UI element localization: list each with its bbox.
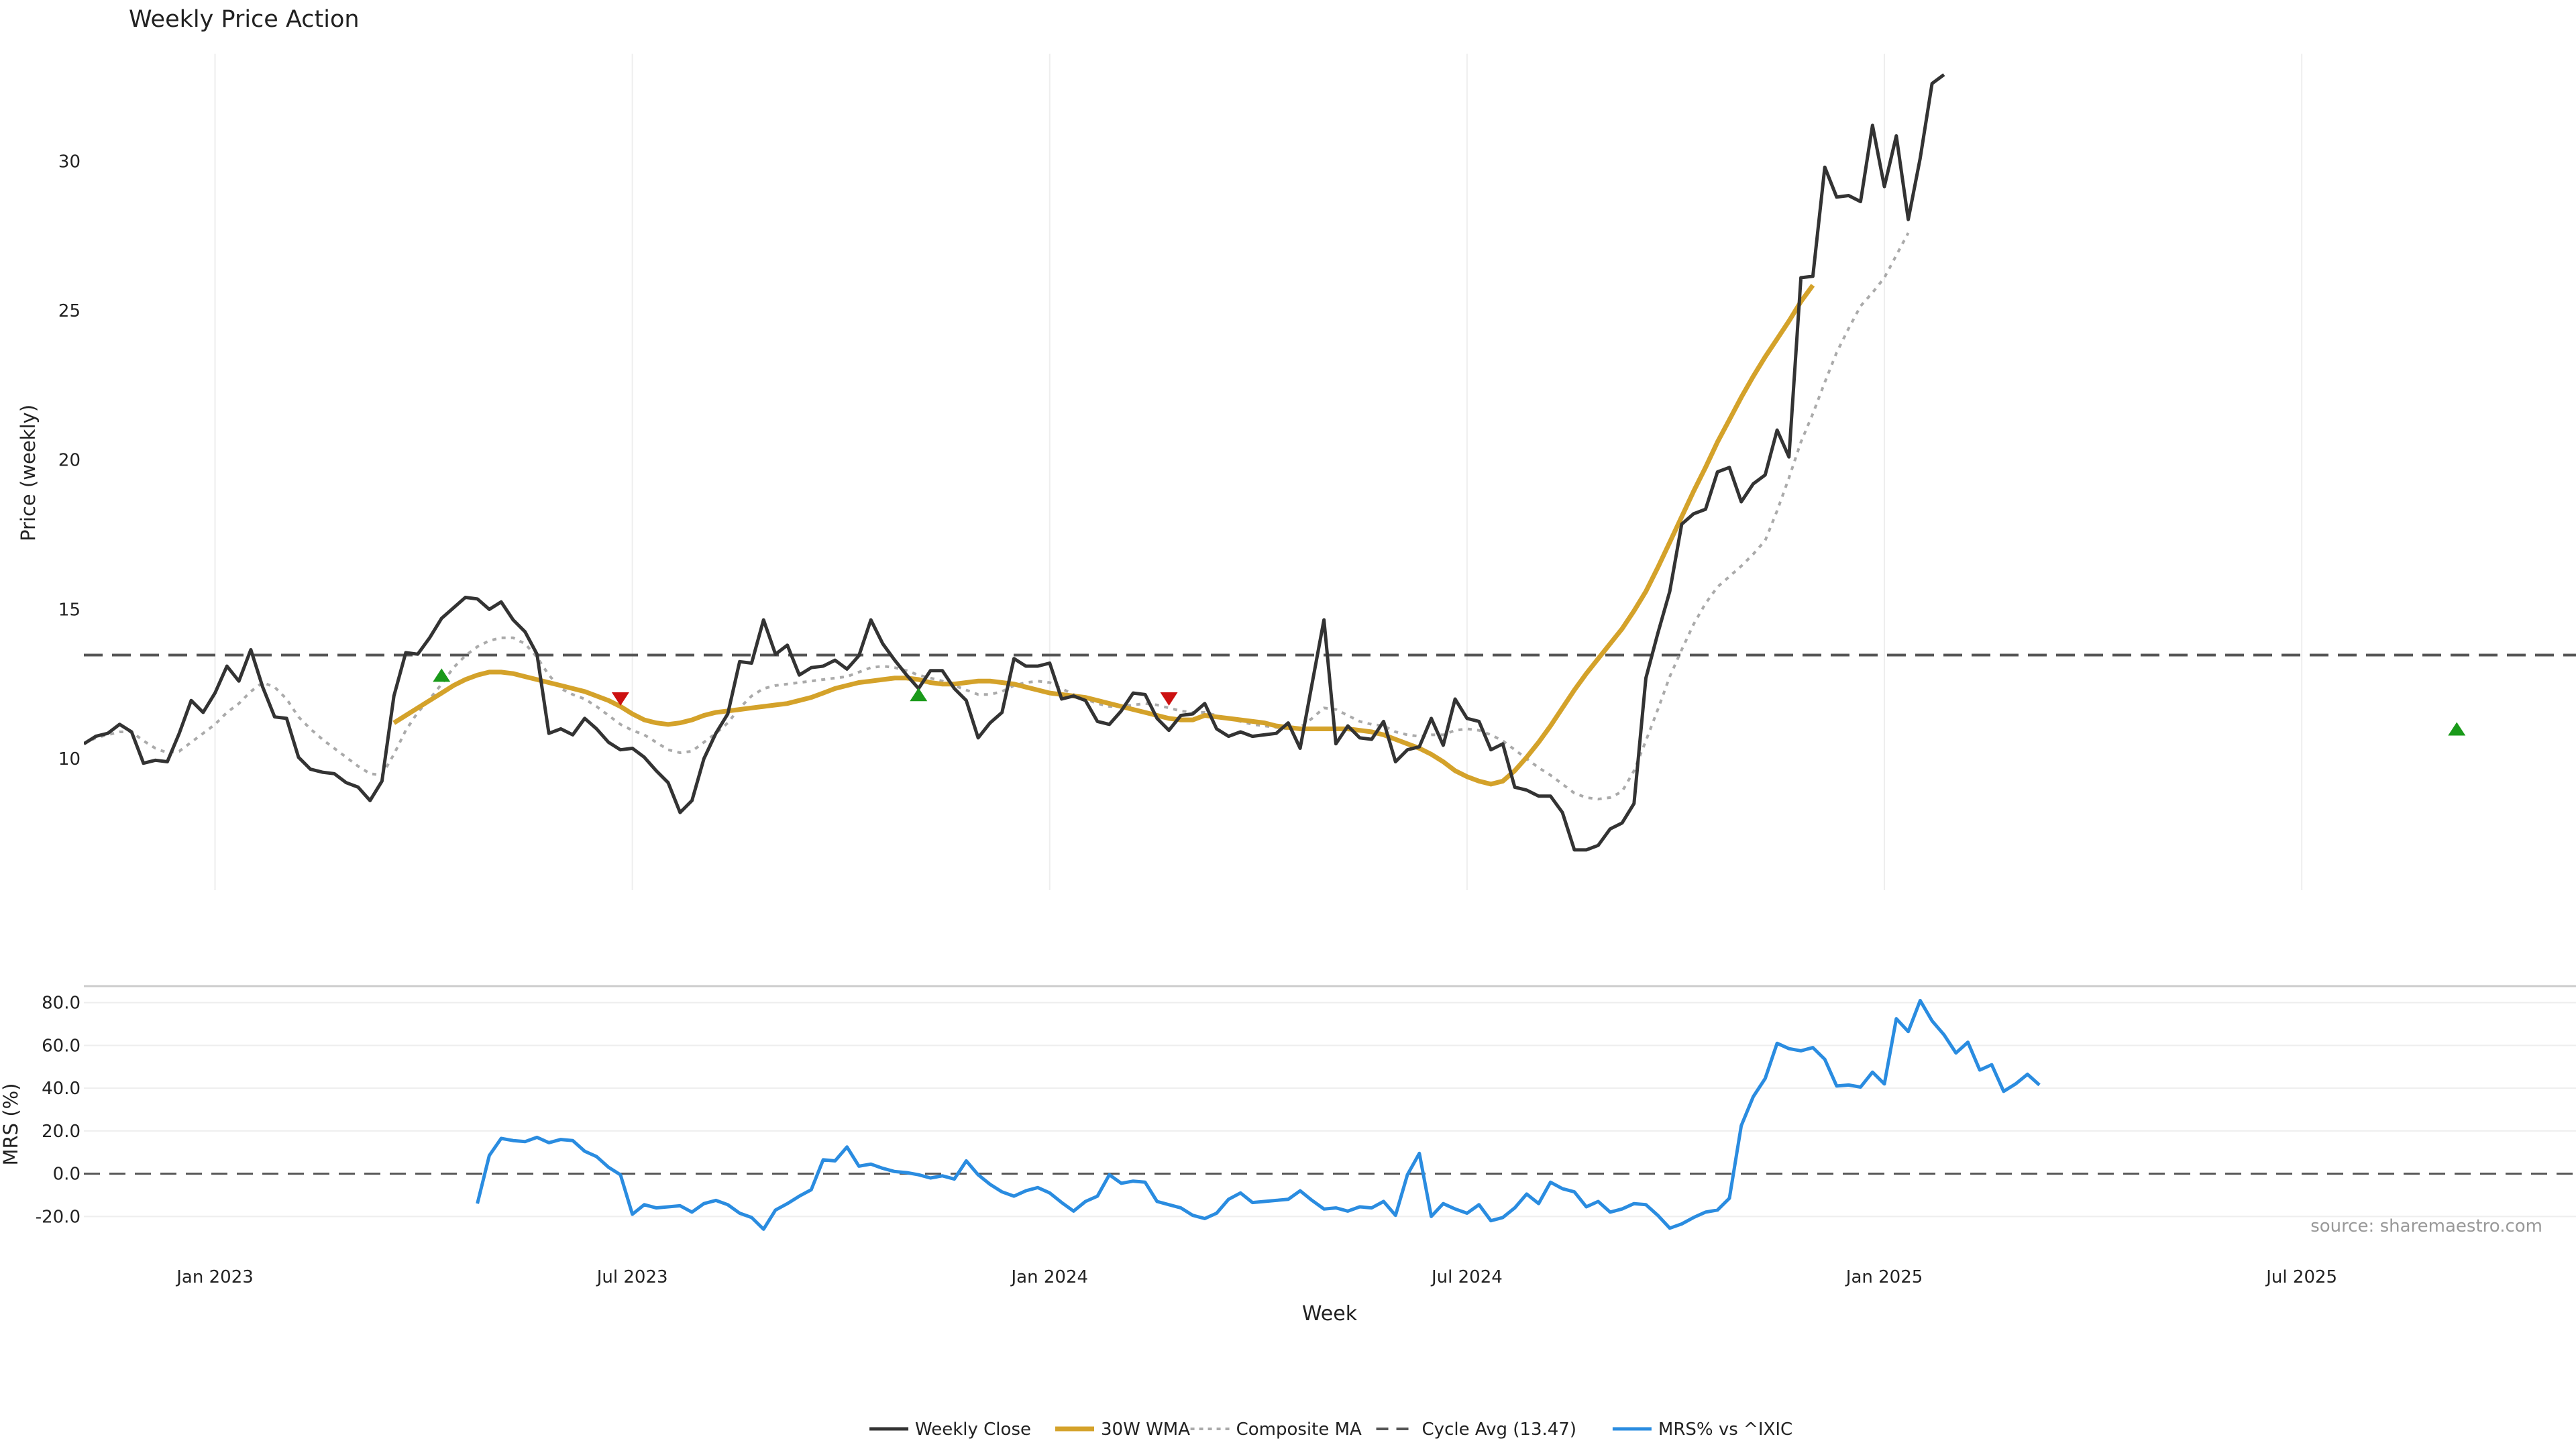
mrs-panel: 80.0 60.0 40.0 20.0 0.0 -20.0 MRS (%) source:… [0, 985, 2576, 1236]
mrs-y-tick-label: 60.0 [42, 1036, 80, 1056]
price-y-tick-label: 30 [58, 152, 80, 172]
buy-signal-marker [2448, 722, 2466, 736]
price-y-axis-label: Price (weekly) [17, 405, 40, 541]
price-panel: 10 15 20 25 30 Price (weekly) [17, 54, 2576, 890]
wma-30w-line [392, 284, 1815, 787]
legend-label: Weekly Close [915, 1419, 1031, 1440]
x-axis-label: Week [1302, 1302, 1358, 1326]
x-tick-label: Jan 2023 [175, 1267, 254, 1287]
mrs-y-tick-label: 0.0 [53, 1165, 80, 1185]
legend-label: MRS% vs ^IXIC [1658, 1419, 1792, 1440]
price-y-tick-label: 20 [58, 451, 80, 471]
x-tick-label: Jul 2024 [1430, 1267, 1503, 1287]
price-y-tick-label: 10 [58, 749, 80, 769]
mrs-y-tick-label: -20.0 [36, 1207, 80, 1227]
sell-signal-marker [611, 692, 629, 706]
x-tick-label: Jul 2023 [596, 1267, 668, 1287]
mrs-y-tick-label: 40.0 [42, 1079, 80, 1099]
composite-ma-line [84, 232, 1910, 801]
mrs-gridlines [84, 1002, 2576, 1218]
mrs-y-tick-label: 20.0 [42, 1122, 80, 1142]
sell-signal-marker [1160, 692, 1178, 706]
price-gridlines [214, 54, 2303, 890]
x-tick-label: Jan 2025 [1845, 1267, 1923, 1287]
mrs-y-axis-label: MRS (%) [0, 1083, 22, 1166]
buy-signal-marker [433, 668, 451, 682]
x-tick-label: Jan 2024 [1010, 1267, 1089, 1287]
mrs-y-ticks: 80.0 60.0 40.0 20.0 0.0 -20.0 [36, 994, 80, 1228]
price-y-ticks: 10 15 20 25 30 [58, 152, 80, 769]
legend-label: Composite MA [1236, 1419, 1362, 1440]
legend-label: 30W WMA [1101, 1419, 1190, 1440]
x-tick-label: Jul 2025 [2265, 1267, 2337, 1287]
mrs-line [476, 999, 2041, 1231]
weekly-close-line [84, 73, 1945, 852]
source-attribution: source: sharemaestro.com [2310, 1216, 2542, 1236]
price-y-tick-label: 25 [58, 301, 80, 321]
legend-label: Cycle Avg (13.47) [1422, 1419, 1576, 1440]
mrs-y-tick-label: 80.0 [42, 994, 80, 1014]
signal-markers [433, 668, 2466, 736]
chart-legend: Weekly Close 30W WMA Composite MA Cycle Avg… [869, 1419, 1792, 1440]
x-axis-ticks: Jan 2023 Jul 2023 Jan 2024 Jul 2024 Jan 2025… [175, 1267, 2337, 1287]
price-y-tick-label: 15 [58, 600, 80, 620]
buy-signal-marker [910, 688, 928, 702]
chart-title: Weekly Price Action [129, 6, 360, 33]
